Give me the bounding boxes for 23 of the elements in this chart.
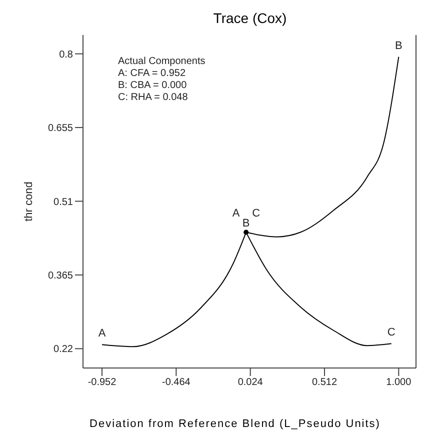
y-tick-label: 0.22 (54, 344, 74, 356)
x-tick-label: -0.464 (162, 377, 191, 388)
x-tick-label: 1.000 (386, 377, 412, 388)
y-tick-label: 0.8 (59, 49, 74, 60)
chart-title: Trace (Cox) (212, 10, 288, 26)
x-tick-label: 0.512 (312, 377, 338, 388)
annotation: A: CFA = 0.952 (118, 68, 187, 80)
x-tick-label: 0.024 (238, 377, 264, 388)
text: C (252, 207, 260, 220)
y-axis-title: thr cond (22, 182, 35, 222)
y-tick-label: 0.51 (54, 196, 74, 208)
x-axis-title: Deviation from Reference Blend (L_Pseudo Units) (88, 418, 382, 430)
annotation: C: RHA = 0.048 (118, 92, 189, 104)
series-label: B (242, 217, 250, 230)
y-tick-label: 0.365 (48, 270, 74, 282)
text: A (232, 207, 240, 220)
series-label: A (98, 328, 106, 340)
annotation: B: CBA = 0.000 (118, 80, 188, 92)
series-label: C (387, 326, 396, 339)
text: B (395, 40, 402, 52)
y-tick-label: 0.655 (48, 123, 74, 134)
annotation: Actual Components (118, 56, 206, 68)
x-tick-label: -0.952 (88, 377, 117, 388)
